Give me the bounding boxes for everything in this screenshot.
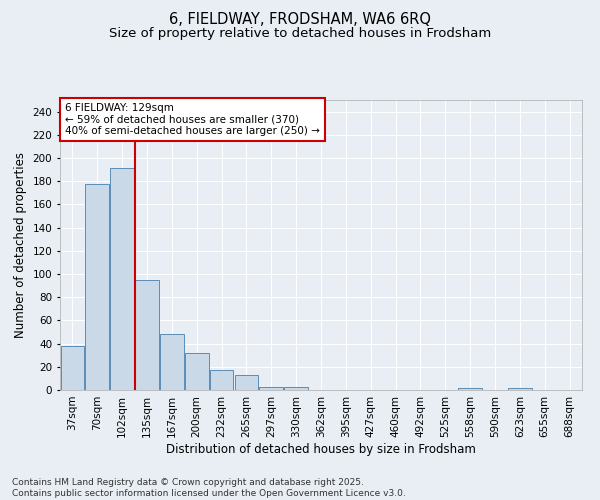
Bar — [508, 388, 532, 390]
Bar — [210, 370, 233, 390]
Text: 6 FIELDWAY: 129sqm
← 59% of detached houses are smaller (370)
40% of semi-detach: 6 FIELDWAY: 129sqm ← 59% of detached hou… — [65, 103, 320, 136]
Y-axis label: Number of detached properties: Number of detached properties — [14, 152, 27, 338]
Text: 6, FIELDWAY, FRODSHAM, WA6 6RQ: 6, FIELDWAY, FRODSHAM, WA6 6RQ — [169, 12, 431, 28]
Bar — [235, 375, 258, 390]
Bar — [110, 168, 134, 390]
Text: Contains HM Land Registry data © Crown copyright and database right 2025.
Contai: Contains HM Land Registry data © Crown c… — [12, 478, 406, 498]
Bar — [259, 386, 283, 390]
Bar — [458, 388, 482, 390]
Bar — [135, 280, 159, 390]
Text: Size of property relative to detached houses in Frodsham: Size of property relative to detached ho… — [109, 28, 491, 40]
Bar — [61, 346, 84, 390]
Bar — [185, 353, 209, 390]
Bar — [160, 334, 184, 390]
X-axis label: Distribution of detached houses by size in Frodsham: Distribution of detached houses by size … — [166, 442, 476, 456]
Bar — [284, 386, 308, 390]
Bar — [85, 184, 109, 390]
